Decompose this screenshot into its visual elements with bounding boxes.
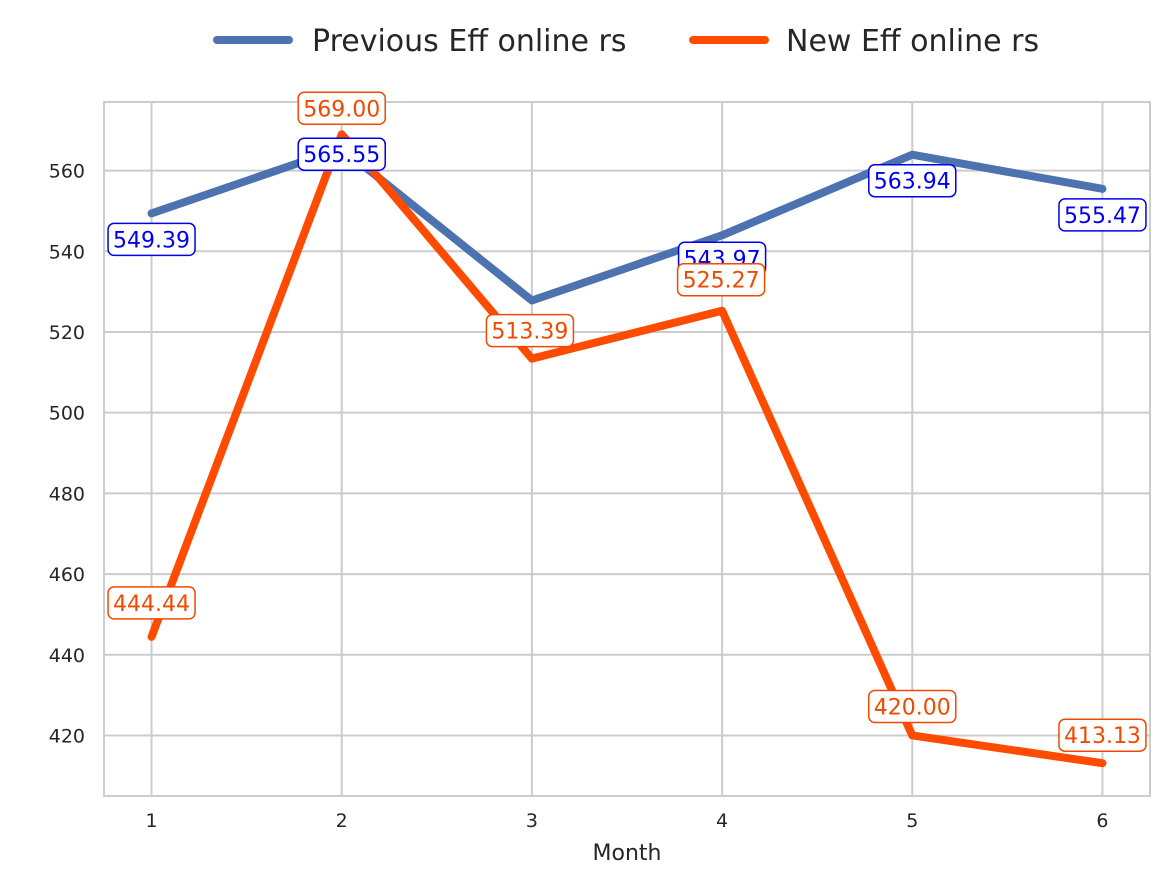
data-label-box [1058, 718, 1147, 752]
data-label-box [868, 689, 957, 724]
grid [104, 102, 1150, 796]
data-label-box [676, 262, 766, 297]
x-tick-label: 5 [906, 810, 918, 832]
data-label-box [485, 313, 575, 348]
x-tick-label: 6 [1096, 810, 1108, 832]
data-label-box [1058, 198, 1147, 232]
data-label: 525.27 [676, 262, 766, 297]
data-label: 565.55 [297, 137, 386, 171]
y-tick-label: 520 [49, 322, 85, 344]
data-label-text: 413.13 [1064, 724, 1141, 749]
y-tick-label: 560 [49, 161, 85, 183]
data-label-text: 563.94 [874, 170, 951, 195]
plot-area: 549.39565.55543.97563.94555.47444.44569.… [103, 91, 1151, 797]
data-label-text: 513.39 [491, 320, 568, 345]
x-tick-label: 1 [145, 810, 157, 832]
x-axis-ticks: 1 2 3 4 5 6 [145, 810, 1108, 832]
legend-label-previous: Previous Eff online rs [312, 24, 627, 59]
series-line-new [147, 130, 1107, 768]
data-label: 413.13 [1058, 718, 1147, 752]
data-label-text: 549.39 [113, 228, 190, 253]
y-tick-label: 500 [49, 403, 85, 425]
data-label-text: 444.44 [113, 592, 190, 617]
data-label-box [107, 586, 196, 620]
y-tick-label: 480 [49, 483, 85, 505]
data-label: 555.47 [1058, 198, 1147, 232]
x-tick-label: 3 [526, 810, 538, 832]
y-tick-label: 420 [49, 725, 85, 747]
legend-label-new: New Eff online rs [786, 24, 1039, 59]
data-label: 563.94 [868, 163, 957, 198]
data-label-box [297, 137, 386, 171]
x-tick-label: 4 [716, 810, 728, 832]
y-tick-label: 540 [49, 241, 85, 263]
data-label: 569.00 [297, 91, 386, 126]
legend: Previous Eff online rs New Eff online rs [213, 24, 1039, 59]
data-labels: 549.39565.55543.97563.94555.47444.44569.… [107, 91, 1147, 752]
data-label-text: 525.27 [683, 269, 760, 294]
data-label-box [868, 163, 957, 198]
data-label: 549.39 [107, 222, 196, 257]
plot-frame [103, 101, 1151, 797]
y-tick-label: 460 [49, 564, 85, 586]
data-label: 420.00 [868, 689, 957, 724]
data-label-text: 565.55 [303, 143, 380, 168]
data-label: 444.44 [107, 586, 196, 620]
x-tick-label: 2 [336, 810, 348, 832]
data-label-text: 420.00 [874, 695, 951, 720]
data-label-text: 555.47 [1064, 204, 1141, 229]
data-label-box [107, 222, 196, 257]
y-tick-label: 440 [49, 645, 85, 667]
x-axis-title: Month [593, 841, 662, 866]
data-label: 513.39 [485, 313, 575, 348]
y-axis-ticks: 420 440 460 480 500 520 540 560 [49, 161, 85, 748]
data-label-text: 569.00 [303, 97, 380, 122]
data-label-box [297, 91, 386, 126]
